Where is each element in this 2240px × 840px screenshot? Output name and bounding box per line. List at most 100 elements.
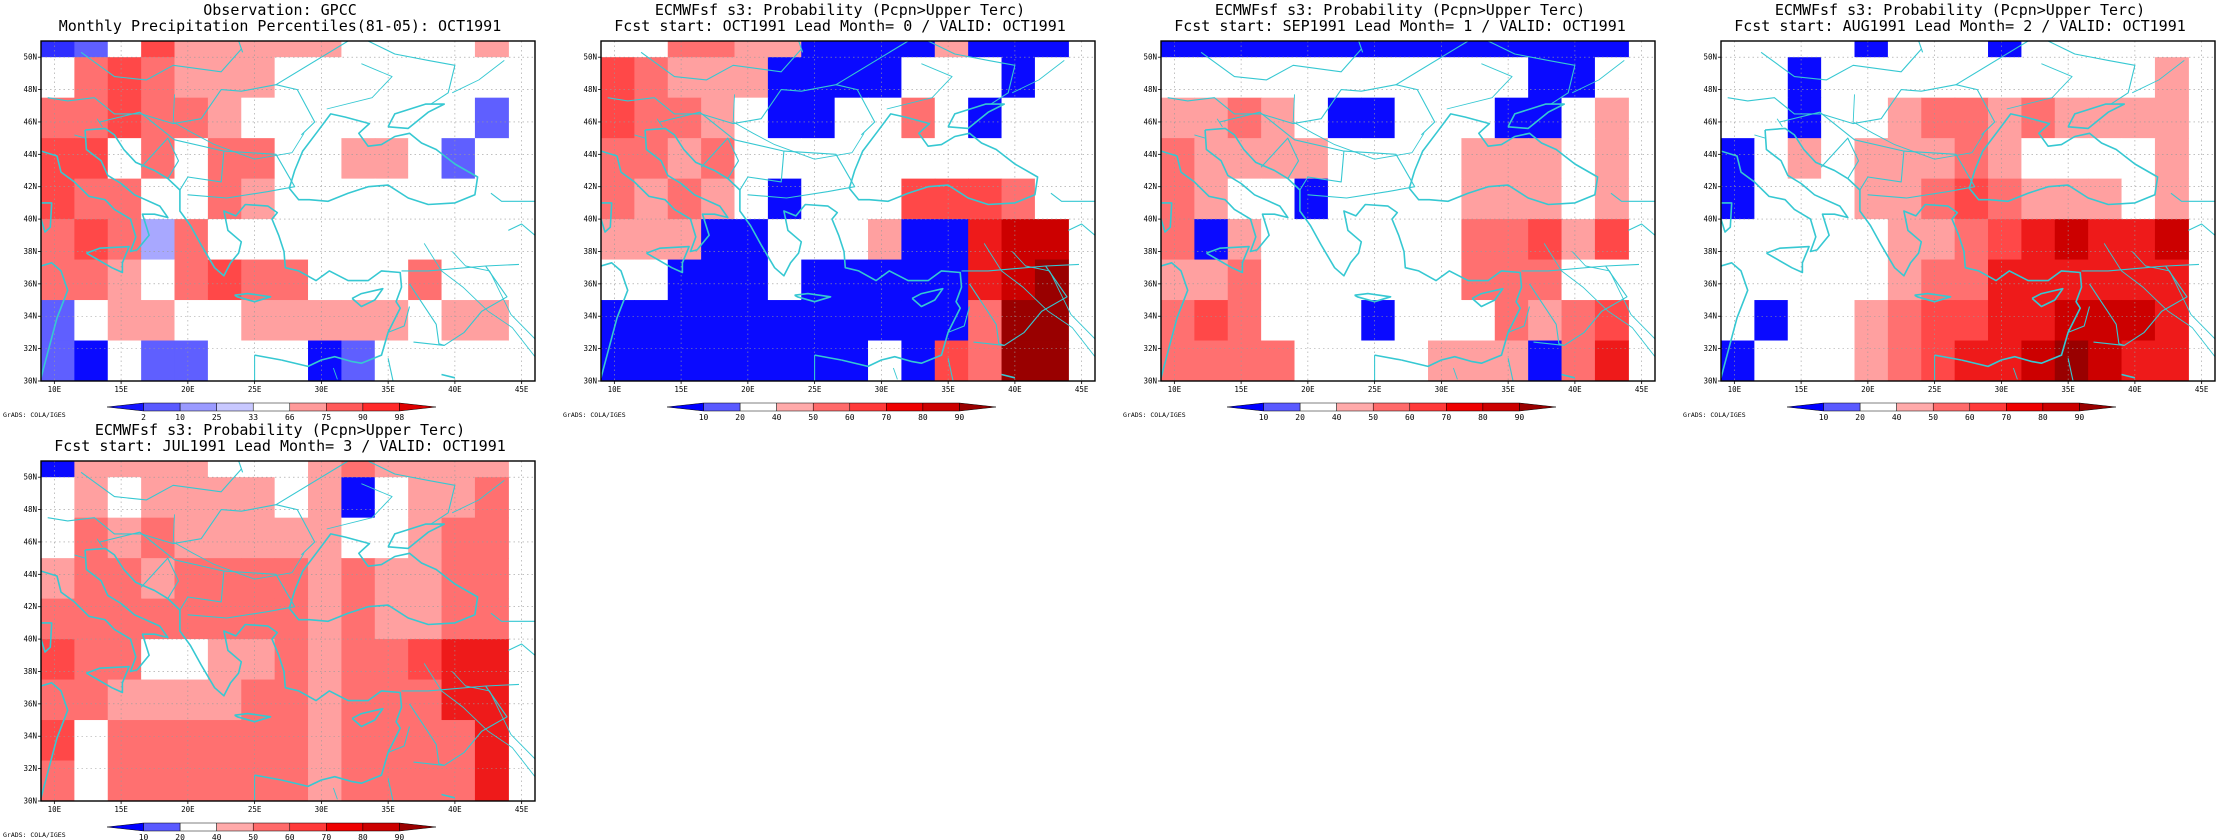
grid-cell — [474, 477, 509, 519]
lon-tick-label: 15E — [114, 805, 128, 814]
grid-cell — [1428, 219, 1463, 261]
grid-cell — [241, 219, 276, 261]
grid-cell — [207, 340, 242, 381]
grid-cell — [2021, 340, 2056, 381]
lon-tick-label: 20E — [1861, 385, 1875, 394]
colorbar-swatch — [1372, 402, 1411, 412]
grid-cell — [408, 259, 443, 301]
grid-cell — [141, 720, 176, 762]
grid-cell — [1294, 57, 1329, 99]
grid-cell — [1561, 300, 1596, 342]
grid-cell — [1787, 219, 1822, 261]
grid-cell — [667, 97, 702, 139]
grid-cell — [1428, 178, 1463, 220]
colorbar-label: 40 — [212, 833, 222, 840]
grid-cell — [474, 138, 509, 180]
lat-tick-label: 36N — [23, 279, 37, 288]
grid-cell — [901, 340, 936, 381]
grid-cell — [308, 57, 343, 99]
colorbar-label: 60 — [285, 833, 295, 840]
lat-tick-label: 30N — [583, 377, 597, 386]
grid-cell — [1327, 97, 1362, 139]
colorbar: 10 20 40 50 60 70 80 90 — [1786, 402, 2117, 420]
grid-cell — [1227, 259, 1262, 301]
panel-title: ECMWFsf s3: Probability (Pcpn>Upper Terc… — [95, 421, 465, 439]
grid-cell — [1721, 219, 1755, 261]
grid-cell — [107, 340, 142, 381]
grid-cell — [174, 461, 209, 478]
grid-cell — [141, 57, 176, 99]
grid-cell — [1327, 219, 1362, 261]
panel-subtitle: Fcst start: JUL1991 Lead Month= 3 / VALI… — [54, 437, 506, 455]
grid-cell — [1001, 300, 1036, 342]
grid-cell — [1194, 57, 1229, 99]
grid-cell — [207, 57, 242, 99]
lon-tick-label: 35E — [941, 385, 955, 394]
grid-cell — [1988, 41, 2023, 58]
grid-cell — [667, 300, 702, 342]
grid-cell — [1161, 41, 1195, 58]
grid-cell — [1754, 300, 1789, 342]
grid-cell — [2088, 219, 2123, 261]
grid-cell — [1854, 219, 1889, 261]
grid-cell — [1261, 300, 1296, 342]
grid-cell — [341, 340, 376, 381]
grid-cell — [1194, 340, 1229, 381]
grid-cell — [408, 57, 443, 99]
grid-cell — [1428, 259, 1463, 301]
grid-cell — [1394, 300, 1429, 342]
lon-tick-label: 25E — [1368, 385, 1382, 394]
grid-cell — [408, 41, 443, 58]
grid-cell — [2021, 41, 2056, 58]
grid-cell — [868, 219, 903, 261]
grid-cell — [174, 679, 209, 721]
colorbar-label: 70 — [1442, 413, 1452, 420]
grid-cell — [767, 41, 802, 58]
grid-cell — [1001, 178, 1036, 220]
grid-cell — [1261, 259, 1296, 301]
grid-cell — [74, 720, 109, 762]
grid-cell — [801, 41, 836, 58]
grid-cell — [1327, 340, 1362, 381]
grid-cell — [968, 259, 1003, 301]
grid-cell — [1561, 97, 1596, 139]
grid-cell — [901, 138, 936, 180]
grid-cell — [141, 340, 176, 381]
lat-tick-label: 48N — [1703, 85, 1717, 94]
grid-cell — [1595, 0, 1629, 17]
grid-cell — [1034, 300, 1069, 342]
lon-tick-label: 30E — [875, 385, 889, 394]
grid-cell — [141, 760, 176, 801]
grid-cell — [1594, 219, 1629, 261]
colorbar-swatch — [252, 822, 291, 832]
colorbar-label: 70 — [2002, 413, 2012, 420]
grid-cell — [74, 340, 109, 381]
grid-cell — [1161, 0, 1195, 17]
lon-tick-label: 10E — [1168, 385, 1182, 394]
map-panel: ECMWFsf s3: Probability (Pcpn>Upper Terc… — [1120, 0, 1680, 420]
lat-tick-label: 32N — [1143, 344, 1157, 353]
lat-tick-label: 46N — [23, 537, 37, 546]
lon-tick-label: 45E — [515, 805, 529, 814]
lat-tick-label: 34N — [1703, 312, 1717, 321]
grid-cell — [1494, 300, 1529, 342]
grid-cell — [2121, 178, 2156, 220]
grid-cell — [767, 300, 802, 342]
grid-cell — [1034, 97, 1069, 139]
grid-cell — [2154, 41, 2189, 58]
lon-tick-label: 10E — [48, 385, 62, 394]
grid-cell — [1754, 340, 1789, 381]
colorbar-label: 80 — [1478, 413, 1488, 420]
colorbar-swatch — [289, 822, 327, 832]
grid-cell — [1594, 340, 1629, 381]
grid-cell — [1494, 259, 1529, 301]
grid-cell — [2154, 340, 2189, 381]
grid-cell — [341, 598, 376, 640]
grid-cell — [1721, 41, 1755, 58]
grid-cell — [1294, 340, 1329, 381]
map-frame — [1720, 40, 2216, 382]
grid-cell — [308, 259, 343, 301]
grid-cell — [74, 138, 109, 180]
grid-cell — [1821, 300, 1856, 342]
